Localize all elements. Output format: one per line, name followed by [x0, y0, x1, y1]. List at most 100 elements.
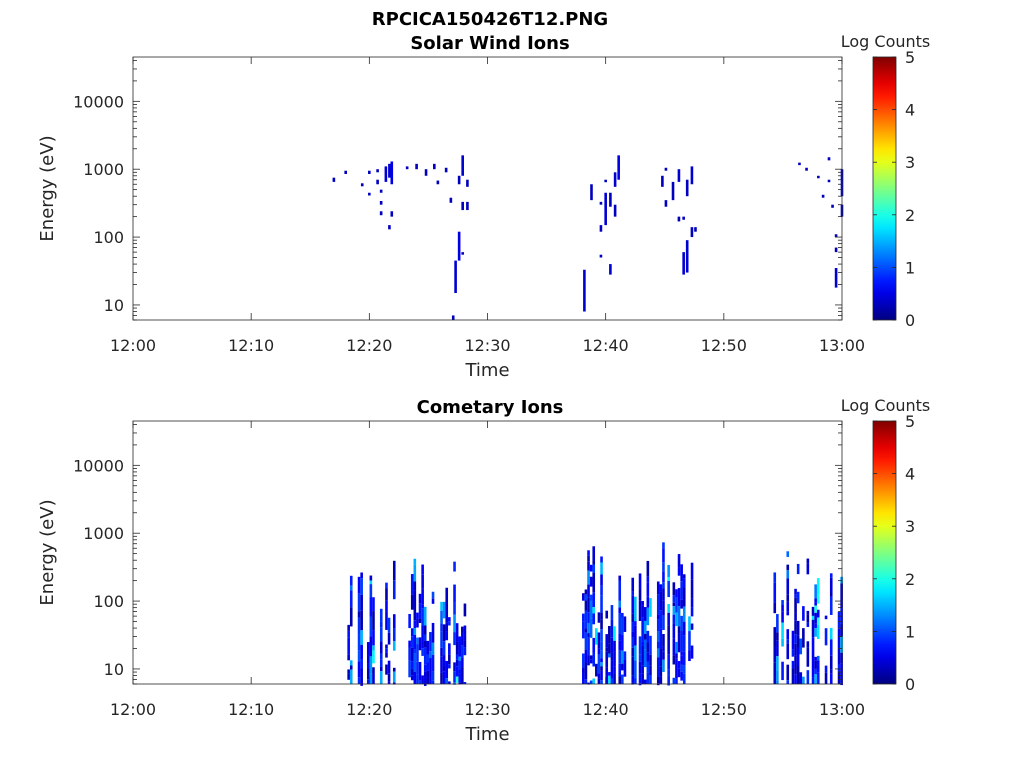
heatmap-cell	[680, 581, 683, 600]
heatmap-cell	[600, 670, 603, 681]
heatmap-cell	[416, 674, 419, 684]
heatmap-cell	[592, 564, 596, 573]
heatmap-cell	[360, 183, 364, 187]
heatmap-cell	[816, 660, 820, 665]
heatmap-cell	[677, 216, 681, 222]
heatmap-cell	[347, 624, 350, 631]
heatmap-cell	[646, 582, 650, 597]
heatmap-cell	[582, 593, 585, 598]
heatmap-cell	[369, 673, 373, 684]
heatmap-cell	[410, 628, 414, 637]
heatmap-cell	[786, 629, 790, 640]
heatmap-cell	[643, 633, 647, 640]
heatmap-cell	[773, 662, 777, 678]
heatmap-cell	[442, 601, 446, 619]
heatmap-cell	[791, 649, 795, 657]
heatmap-cell	[453, 671, 456, 683]
heatmap-cell	[690, 645, 694, 659]
heatmap-cell	[605, 634, 609, 648]
heatmap-cell	[413, 620, 417, 629]
heatmap-cell	[656, 631, 660, 642]
heatmap-cell	[440, 631, 443, 648]
heatmap-cell	[786, 639, 790, 644]
heatmap-cell	[369, 584, 373, 598]
heatmap-cell	[360, 683, 363, 686]
heatmap-cell	[609, 264, 612, 275]
heatmap-cell	[662, 634, 665, 647]
heatmap-cell	[682, 673, 686, 684]
heatmap-cell	[816, 672, 820, 684]
heatmap-cell	[802, 606, 805, 621]
y-tick-label: 10000	[73, 456, 124, 475]
heatmap-cell	[453, 632, 456, 646]
heatmap-cell	[690, 562, 694, 580]
heatmap-cell	[413, 653, 417, 672]
heatmap-cell	[366, 663, 370, 669]
heatmap-cell	[423, 677, 427, 684]
heatmap-cell	[613, 651, 616, 667]
y-ticks	[133, 424, 842, 685]
heatmap-cell	[814, 628, 817, 637]
heatmap-cell	[410, 636, 414, 648]
heatmap-cell	[806, 670, 810, 684]
heatmap-cell	[631, 591, 635, 596]
heatmap-cell	[600, 662, 603, 667]
heatmap-cell	[421, 675, 424, 684]
heatmap-cell	[618, 613, 622, 634]
heatmap-cell	[806, 641, 810, 648]
plot-area	[133, 57, 842, 320]
heatmap-cell	[682, 578, 686, 588]
heatmap-cell	[794, 620, 797, 635]
heatmap-cell	[671, 181, 675, 201]
colorbar	[872, 420, 897, 685]
heatmap-cell	[664, 200, 668, 207]
heatmap-cell	[392, 682, 396, 685]
heatmap-cell	[667, 669, 670, 676]
heatmap-cell	[455, 641, 459, 655]
colorbar-tick-label: 3	[905, 517, 915, 536]
heatmap-cell	[429, 677, 432, 684]
heatmap-cell	[457, 231, 461, 261]
heatmap-cell	[677, 633, 681, 653]
heatmap-cell	[610, 678, 614, 684]
heatmap-cell	[440, 656, 443, 673]
heatmap-cell	[609, 192, 612, 207]
heatmap-cell	[794, 588, 797, 595]
heatmap-cell	[661, 175, 664, 187]
heatmap-cell	[605, 610, 609, 619]
heatmap-cell	[773, 627, 777, 647]
heatmap-cell	[415, 163, 418, 170]
heatmap-cell	[584, 632, 588, 650]
heatmap-cell	[667, 625, 670, 640]
heatmap-cell	[461, 645, 464, 658]
heatmap-cell	[455, 654, 459, 660]
heatmap-cell	[584, 649, 588, 663]
colorbar-tick-label: 4	[905, 101, 915, 120]
heatmap-cell	[413, 581, 417, 591]
heatmap-cell	[675, 678, 678, 684]
heatmap-cell	[667, 576, 670, 581]
colorbar-tick-label: 2	[905, 570, 915, 589]
heatmap-cell	[776, 680, 779, 684]
heatmap-cell	[360, 668, 363, 684]
heatmap-cell	[682, 606, 686, 622]
heatmap-cell	[457, 175, 461, 185]
heatmap-cell	[442, 624, 446, 642]
heatmap-cell	[600, 666, 603, 671]
heatmap-cell	[811, 658, 815, 678]
heatmap-cell	[408, 647, 411, 661]
heatmap-cell	[392, 560, 396, 581]
heatmap-cell	[618, 575, 622, 581]
heatmap-cell	[349, 585, 353, 591]
heatmap-cell	[392, 671, 396, 683]
heatmap-cell	[413, 558, 417, 565]
heatmap-cell	[385, 611, 388, 630]
heatmap-cell	[413, 608, 417, 621]
heatmap-cell	[794, 674, 797, 684]
heatmap-cell	[458, 682, 462, 685]
heatmap-cell	[811, 619, 815, 638]
heatmap-cell	[436, 180, 440, 185]
heatmap-cell	[587, 597, 590, 613]
heatmap-cell	[597, 648, 601, 655]
